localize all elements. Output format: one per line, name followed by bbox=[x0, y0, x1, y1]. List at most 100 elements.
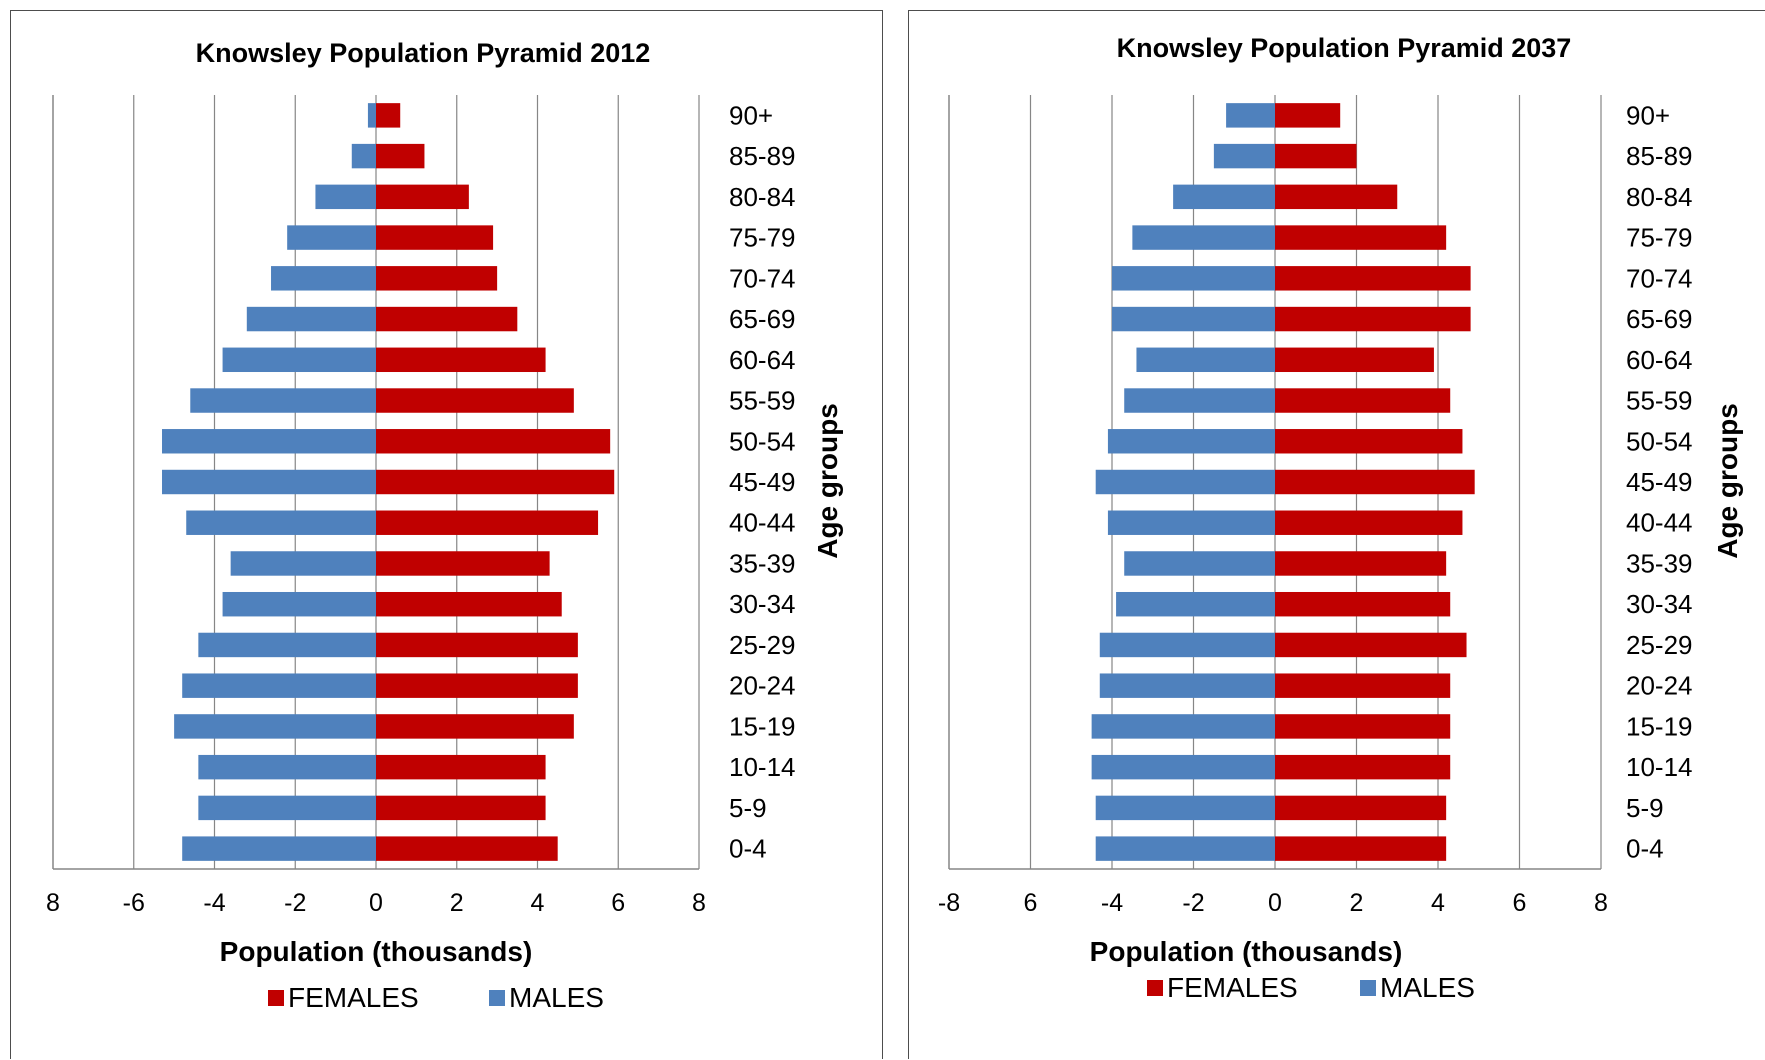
age-group-label: 35-39 bbox=[1626, 548, 1693, 578]
male-bar bbox=[1107, 429, 1275, 454]
age-group-label: 45-49 bbox=[729, 467, 796, 497]
female-bar bbox=[1275, 510, 1463, 535]
x-tick-label: -8 bbox=[938, 889, 960, 917]
legend-label-males: MALES bbox=[509, 982, 604, 1013]
age-group-label: 0-4 bbox=[1626, 834, 1664, 864]
male-bar bbox=[1099, 632, 1275, 658]
x-tick-label: -6 bbox=[123, 889, 145, 917]
female-bar bbox=[1275, 429, 1463, 454]
male-bar bbox=[198, 795, 376, 821]
male-bar bbox=[1213, 143, 1275, 169]
x-tick-label: -2 bbox=[284, 889, 306, 917]
x-tick-label: 0 bbox=[369, 889, 383, 917]
age-group-label: 80-84 bbox=[1626, 182, 1693, 212]
female-bar bbox=[376, 184, 469, 210]
x-tick-label: -2 bbox=[1182, 889, 1204, 917]
age-group-label: 35-39 bbox=[729, 548, 796, 578]
age-group-label: 15-19 bbox=[729, 711, 796, 741]
age-group-label: 90+ bbox=[1626, 100, 1670, 130]
male-bar bbox=[162, 429, 376, 454]
legend-label-females: FEMALES bbox=[288, 982, 419, 1013]
x-tick-label: 6 bbox=[1513, 889, 1527, 917]
male-bar bbox=[182, 836, 376, 861]
female-bar bbox=[1275, 754, 1451, 780]
female-bar bbox=[1275, 347, 1434, 373]
male-bar bbox=[198, 632, 376, 658]
age-group-label: 50-54 bbox=[1626, 426, 1693, 456]
age-group-label: 55-59 bbox=[1626, 386, 1693, 416]
age-group-label: 70-74 bbox=[1626, 263, 1693, 293]
female-bar bbox=[376, 225, 494, 250]
legend-swatch-males bbox=[1360, 980, 1376, 996]
female-bar bbox=[376, 632, 578, 658]
female-bar bbox=[1275, 306, 1471, 332]
age-group-label: 85-89 bbox=[729, 141, 796, 171]
female-bar bbox=[376, 266, 498, 291]
female-bar bbox=[1275, 551, 1447, 576]
x-tick-label: 8 bbox=[1594, 889, 1608, 917]
female-bar bbox=[376, 103, 401, 128]
male-bar bbox=[1099, 673, 1275, 698]
female-bar bbox=[376, 143, 425, 169]
female-bar bbox=[1275, 225, 1447, 250]
legend-swatch-females bbox=[268, 990, 284, 1006]
age-group-label: 20-24 bbox=[1626, 671, 1693, 701]
pyramid-2037-panel: Knowsley Population Pyramid 2037 -8 6 -4 -2 0… bbox=[908, 10, 1765, 1059]
age-group-label: 80-84 bbox=[729, 182, 796, 212]
male-bar bbox=[1091, 714, 1275, 739]
age-group-label: 90+ bbox=[729, 100, 773, 130]
male-bar bbox=[1124, 551, 1275, 576]
chart-title: Knowsley Population Pyramid 2012 bbox=[196, 38, 651, 68]
legend-label-males: MALES bbox=[1380, 972, 1475, 1003]
male-bar bbox=[1173, 184, 1275, 210]
male-bar bbox=[230, 551, 376, 576]
female-bar bbox=[376, 795, 546, 821]
age-group-label: 30-34 bbox=[729, 589, 796, 619]
x-tick-label: 6 bbox=[611, 889, 625, 917]
female-bar bbox=[376, 306, 518, 332]
male-bar bbox=[174, 714, 376, 739]
male-bar bbox=[182, 673, 376, 698]
male-bar bbox=[162, 469, 376, 495]
x-tick-label: 2 bbox=[1350, 889, 1364, 917]
male-bar bbox=[190, 388, 376, 413]
x-axis-title: Population (thousands) bbox=[220, 936, 533, 967]
female-bar bbox=[1275, 795, 1447, 821]
female-bar bbox=[376, 429, 611, 454]
female-bar bbox=[1275, 469, 1475, 495]
x-tick-label: 8 bbox=[46, 889, 60, 917]
male-bar bbox=[1124, 388, 1275, 413]
female-bar bbox=[1275, 184, 1398, 210]
male-bar bbox=[1095, 795, 1275, 821]
x-tick-label: 2 bbox=[450, 889, 464, 917]
male-bar bbox=[1116, 591, 1275, 617]
x-tick-label: -4 bbox=[203, 889, 225, 917]
female-bar bbox=[1275, 103, 1341, 128]
male-bar bbox=[1095, 469, 1275, 495]
female-bar bbox=[1275, 388, 1451, 413]
age-group-label: 40-44 bbox=[1626, 508, 1693, 538]
age-group-label: 70-74 bbox=[729, 263, 796, 293]
female-bar bbox=[1275, 591, 1451, 617]
age-group-label: 85-89 bbox=[1626, 141, 1693, 171]
age-group-label: 25-29 bbox=[729, 630, 796, 660]
pyramid-2012-panel: Knowsley Population Pyramid 2012 8 -6 -4 -2 0… bbox=[10, 10, 883, 1059]
female-bar bbox=[1275, 143, 1357, 169]
legend-swatch-females bbox=[1147, 980, 1163, 996]
male-bar bbox=[1132, 225, 1275, 250]
male-bar bbox=[1226, 103, 1275, 128]
age-group-label: 65-69 bbox=[1626, 304, 1693, 334]
y-axis-title: Age groups bbox=[812, 403, 843, 559]
female-bar bbox=[376, 551, 550, 576]
female-bar bbox=[376, 714, 574, 739]
y-axis-title: Age groups bbox=[1712, 403, 1743, 559]
age-group-label: 5-9 bbox=[1626, 793, 1664, 823]
age-group-label: 75-79 bbox=[1626, 223, 1693, 253]
age-group-label: 30-34 bbox=[1626, 589, 1693, 619]
female-bar bbox=[376, 388, 574, 413]
age-group-label: 25-29 bbox=[1626, 630, 1693, 660]
age-group-label: 55-59 bbox=[729, 386, 796, 416]
x-tick-label: 8 bbox=[692, 889, 706, 917]
x-axis-title: Population (thousands) bbox=[1090, 936, 1403, 967]
age-group-label: 75-79 bbox=[729, 223, 796, 253]
